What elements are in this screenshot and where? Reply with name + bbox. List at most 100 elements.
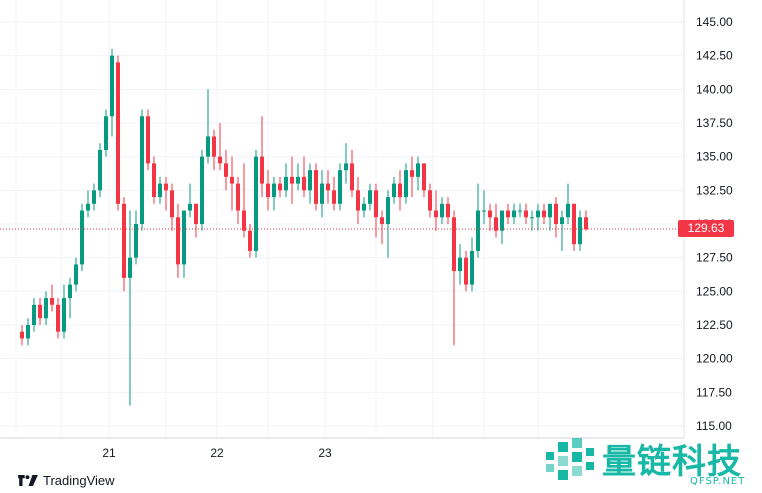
candle-body [266,183,270,198]
candle-body [128,257,132,278]
candle-body [476,210,480,251]
candle [434,190,438,231]
candle [398,170,402,211]
candle-body [242,210,246,231]
candle [218,123,222,171]
current-price-label: 129.63 [678,220,734,238]
candle [26,318,30,346]
candle-body [452,217,456,272]
candle [344,143,348,184]
candle [50,284,54,312]
candle [506,203,510,224]
candle [488,203,492,231]
candle [170,183,174,231]
candle-body [536,210,540,218]
candle [536,203,540,231]
x-tick-label: 21 [102,446,116,460]
candle-body [56,304,60,332]
y-tick-label: 140.00 [696,82,733,96]
candle-body [380,217,384,224]
candle-body [326,183,330,191]
candle-body [38,304,42,319]
candle-body [32,304,36,325]
candle [68,277,72,319]
candle-body [488,210,492,218]
candle [440,197,444,224]
candle-body [332,190,336,204]
candle [98,143,102,198]
candle [44,291,48,325]
candle-body [512,210,516,218]
candle-body [116,62,120,204]
candle-body [434,210,438,218]
candle [56,298,60,339]
candle-body [338,170,342,204]
candle [254,149,258,258]
y-tick-label: 145.00 [696,15,733,29]
candle [458,244,462,285]
candle [470,237,474,292]
candle-body [422,163,426,191]
candle-body [464,257,468,285]
candle [530,210,534,231]
candle-body [572,203,576,245]
candle [392,176,396,204]
candle-body [146,116,150,164]
candle [80,203,84,272]
candle [422,163,426,198]
candle [224,149,228,191]
candle-body [74,264,78,285]
time-axis: 21 22 23 [102,446,332,460]
candle [404,163,408,204]
candle [578,210,582,251]
candle-body [404,170,408,198]
candle [560,210,564,251]
candle-body [368,190,372,204]
candle-body [140,116,144,224]
candle-body [494,217,498,231]
candle-body [350,163,354,191]
candle-body [392,183,396,198]
candle-body [98,149,102,191]
candle [164,176,168,211]
y-tick-label: 142.50 [696,49,733,63]
candle [146,109,150,171]
candle-body [560,217,564,224]
candle-body [290,176,294,184]
candle-body [584,217,588,230]
candle [260,116,264,198]
candle-body [524,210,528,218]
candle [542,203,546,224]
candle [338,163,342,211]
candle-body [20,331,24,339]
candle-body [26,325,30,339]
candle [482,190,486,224]
candle [464,250,468,292]
candle-body [374,190,378,218]
candle [446,197,450,224]
candle-body [470,250,474,285]
candle [86,190,90,218]
candle [128,210,132,406]
candle [104,109,108,157]
x-tick-label: 23 [318,446,332,460]
qfsp-logo-icon [546,438,594,480]
candle [62,284,66,339]
candle-body [566,203,570,218]
candle [320,170,324,218]
candle-body [182,210,186,265]
candle-body [110,55,114,117]
candle [476,183,480,258]
grid [0,0,684,438]
candle [176,203,180,278]
watermark: 量链科技 QFSP.NET [544,430,759,490]
candle-body [230,176,234,184]
candle [326,170,330,204]
candle [92,183,96,211]
y-tick-label: 125.00 [696,284,733,298]
candle [38,298,42,325]
candle-body [548,203,552,218]
candle [386,190,390,258]
candle [572,203,576,251]
candle [158,176,162,204]
